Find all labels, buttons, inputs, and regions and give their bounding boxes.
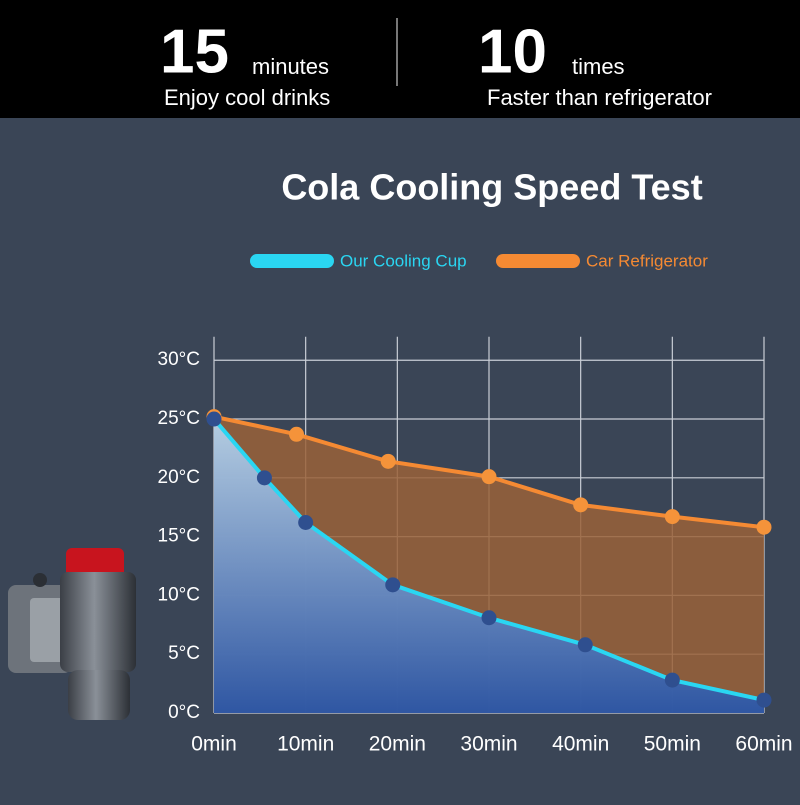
header-number: 15 [160, 17, 229, 86]
y-tick-label: 30°C [158, 349, 200, 370]
header-number: 10 [478, 17, 547, 86]
point [481, 610, 497, 626]
plot: 0°C 5°C 10°C 15°C 20°C 25°C 30°C 0min 10min 20min… [158, 251, 793, 755]
point [206, 411, 222, 427]
point [664, 672, 680, 688]
legend-label: Our Cooling Cup [340, 251, 467, 270]
x-tick-label: 10min [277, 733, 334, 756]
x-tick-label: 50min [644, 733, 701, 756]
y-tick-label: 10°C [158, 584, 200, 605]
legend-swatch [250, 254, 334, 268]
y-tick-label: 0°C [168, 702, 200, 723]
point [756, 519, 772, 535]
knob [33, 573, 47, 587]
product-illustration [8, 548, 136, 720]
point [481, 469, 497, 485]
y-tick-label: 5°C [168, 643, 200, 664]
y-tick-label: 15°C [158, 526, 200, 547]
y-tick-label: 20°C [158, 467, 200, 488]
point [664, 509, 680, 525]
cup-body [60, 572, 136, 672]
x-tick-label: 60min [735, 733, 792, 756]
vent [30, 598, 64, 662]
point [289, 426, 304, 442]
x-tick-label: 0min [191, 733, 237, 756]
x-tick-label: 40min [552, 733, 609, 756]
header-band [0, 0, 800, 118]
point [380, 453, 396, 469]
header-caption: Faster than refrigerator [487, 85, 712, 110]
header-unit: minutes [252, 54, 329, 79]
header-caption: Enjoy cool drinks [164, 85, 330, 110]
y-tick-label: 25°C [158, 408, 200, 429]
cup-base [68, 670, 130, 720]
point [577, 637, 593, 653]
chart-title: Cola Cooling Speed Test [281, 167, 702, 208]
area [214, 419, 764, 713]
line [212, 417, 765, 703]
point [573, 497, 589, 513]
point [256, 470, 272, 486]
legend-label: Car Refrigerator [586, 251, 708, 270]
point [756, 692, 772, 708]
x-tick-label: 30min [460, 733, 517, 756]
header-unit: times [572, 54, 625, 79]
point [298, 514, 314, 530]
legend-swatch [496, 254, 580, 268]
x-tick-label: 20min [369, 733, 426, 756]
point [385, 577, 401, 593]
